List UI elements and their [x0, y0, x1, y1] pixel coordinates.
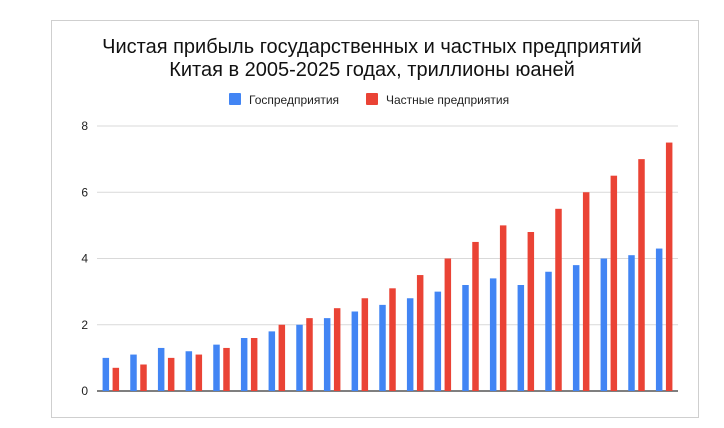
bar-soe-2008: [185, 351, 193, 391]
bar-private-2010: [250, 338, 258, 391]
bar-soe-2007: [157, 347, 165, 391]
bar-private-2020: [527, 232, 535, 391]
bars: [102, 142, 673, 392]
bar-soe-2023: [600, 258, 608, 391]
bar-private-2025: [665, 142, 673, 391]
y-axis-ticks: 0 2 4 6 8: [81, 119, 88, 398]
bar-private-2019: [499, 225, 507, 392]
bar-private-2024: [638, 159, 645, 392]
bar-soe-2019: [489, 278, 497, 392]
legend: Госпредприятия Частные предприятия: [229, 93, 509, 107]
bar-private-2006: [140, 364, 147, 391]
bar-soe-2012: [296, 324, 303, 391]
bar-private-2018: [472, 241, 479, 391]
bar-private-2007: [167, 357, 175, 392]
bar-private-2023: [610, 175, 618, 391]
bar-soe-2010: [240, 338, 248, 391]
legend-swatch-private: [366, 93, 378, 105]
bar-private-2013: [333, 308, 341, 391]
bar-soe-2024: [628, 255, 635, 391]
bar-private-2008: [195, 354, 203, 391]
bar-private-2016: [416, 275, 424, 391]
chart-title-line-2: Китая в 2005-2025 годах, триллионы юаней: [169, 59, 575, 81]
bar-soe-2014: [351, 311, 359, 391]
bar-private-2009: [223, 347, 230, 391]
bar-private-2017: [444, 258, 452, 391]
bar-soe-2022: [572, 265, 580, 392]
bar-private-2022: [582, 192, 590, 391]
bar-soe-2006: [130, 354, 137, 391]
bar-private-2021: [555, 208, 562, 391]
chart-title-line-1: Чистая прибыль государственных и частных…: [102, 36, 642, 58]
legend-label-soe: Госпредприятия: [249, 93, 339, 107]
y-tick-label: 8: [81, 119, 88, 133]
bar-soe-2021: [545, 271, 552, 391]
bar-soe-2005: [102, 357, 110, 392]
y-tick-label: 6: [81, 185, 88, 199]
bar-soe-2016: [406, 298, 414, 391]
bar-soe-2017: [434, 291, 442, 392]
y-tick-label: 2: [81, 318, 88, 332]
y-tick-label: 4: [81, 252, 88, 266]
bar-private-2014: [361, 298, 369, 391]
legend-label-private: Частные предприятия: [386, 93, 509, 107]
bar-private-2012: [306, 318, 313, 392]
legend-swatch-soe: [229, 93, 241, 105]
bar-soe-2011: [268, 331, 276, 392]
bar-soe-2013: [323, 318, 331, 392]
gridlines: [97, 125, 678, 392]
y-tick-label: 0: [81, 384, 88, 398]
bar-private-2011: [278, 324, 286, 391]
bar-soe-2009: [213, 344, 220, 392]
bar-soe-2025: [655, 248, 663, 391]
bar-private-2005: [112, 367, 120, 391]
bar-private-2015: [389, 288, 396, 391]
bar-soe-2018: [462, 285, 469, 391]
bar-soe-2015: [379, 304, 386, 392]
bar-soe-2020: [517, 285, 525, 391]
